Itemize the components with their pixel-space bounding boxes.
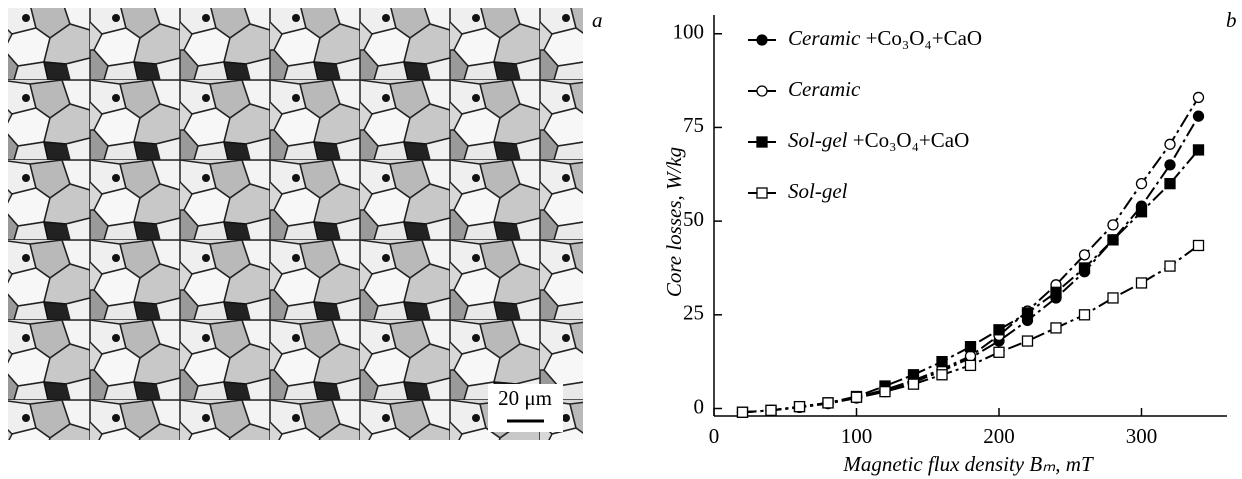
data-point <box>909 370 919 380</box>
x-tick-label: 300 <box>1126 424 1158 448</box>
y-tick-label: 25 <box>683 301 704 325</box>
data-point <box>766 405 776 415</box>
y-tick-label: 0 <box>694 394 705 418</box>
legend-marker <box>757 137 767 147</box>
data-point <box>966 342 976 352</box>
y-tick-label: 100 <box>673 20 705 44</box>
data-point <box>823 398 833 408</box>
x-axis-label: Magnetic flux density Bₘ, mT <box>842 452 1094 476</box>
panel-label: b <box>1226 8 1237 32</box>
data-point <box>1194 145 1204 155</box>
data-point <box>1023 336 1033 346</box>
data-point <box>1165 139 1175 149</box>
legend-label: Ceramic <box>788 77 861 101</box>
data-point <box>909 379 919 389</box>
legend-label: Ceramic +Co₃O₄+CaO <box>788 26 982 50</box>
data-point <box>937 357 947 367</box>
y-tick-label: 50 <box>683 207 704 231</box>
scale-bar-label: 20 μm <box>498 386 552 410</box>
data-point <box>1108 293 1118 303</box>
data-point <box>1023 308 1033 318</box>
figure: 20 μm a b Magnetic flux density Bₘ, mT C… <box>0 0 1242 479</box>
micrograph: 20 μm <box>8 8 583 440</box>
data-point <box>1051 287 1061 297</box>
data-point <box>1165 160 1175 170</box>
data-point <box>1108 235 1118 245</box>
data-point <box>966 360 976 370</box>
data-point <box>994 347 1004 357</box>
x-tick-label: 100 <box>841 424 873 448</box>
data-point <box>1137 179 1147 189</box>
data-point <box>1194 111 1204 121</box>
x-tick-label: 200 <box>983 424 1015 448</box>
x-tick-label: 0 <box>709 424 720 448</box>
micrograph-image <box>8 8 583 440</box>
data-point <box>966 351 976 361</box>
data-point <box>1165 179 1175 189</box>
data-point <box>795 402 805 412</box>
data-point <box>1051 323 1061 333</box>
legend-marker <box>757 35 767 45</box>
data-point <box>1080 250 1090 260</box>
data-point <box>1108 220 1118 230</box>
series-line <box>743 245 1199 412</box>
data-point <box>1165 261 1175 271</box>
data-point <box>937 370 947 380</box>
data-point <box>1137 278 1147 288</box>
data-point <box>1194 92 1204 102</box>
data-point <box>1194 240 1204 250</box>
data-point <box>1137 207 1147 217</box>
legend-marker <box>757 188 767 198</box>
data-point <box>852 392 862 402</box>
legend-label: Sol-gel +Co₃O₄+CaO <box>788 128 969 152</box>
legend-marker <box>757 86 767 96</box>
page: 20 μm a b Magnetic flux density Bₘ, mT C… <box>0 0 1242 479</box>
data-point <box>1080 263 1090 273</box>
data-point <box>1080 310 1090 320</box>
data-point <box>738 407 748 417</box>
legend-label: Sol-gel <box>788 179 848 203</box>
y-tick-label: 75 <box>683 113 704 137</box>
data-point <box>880 387 890 397</box>
data-point <box>994 325 1004 335</box>
panel-label: a <box>592 8 603 32</box>
